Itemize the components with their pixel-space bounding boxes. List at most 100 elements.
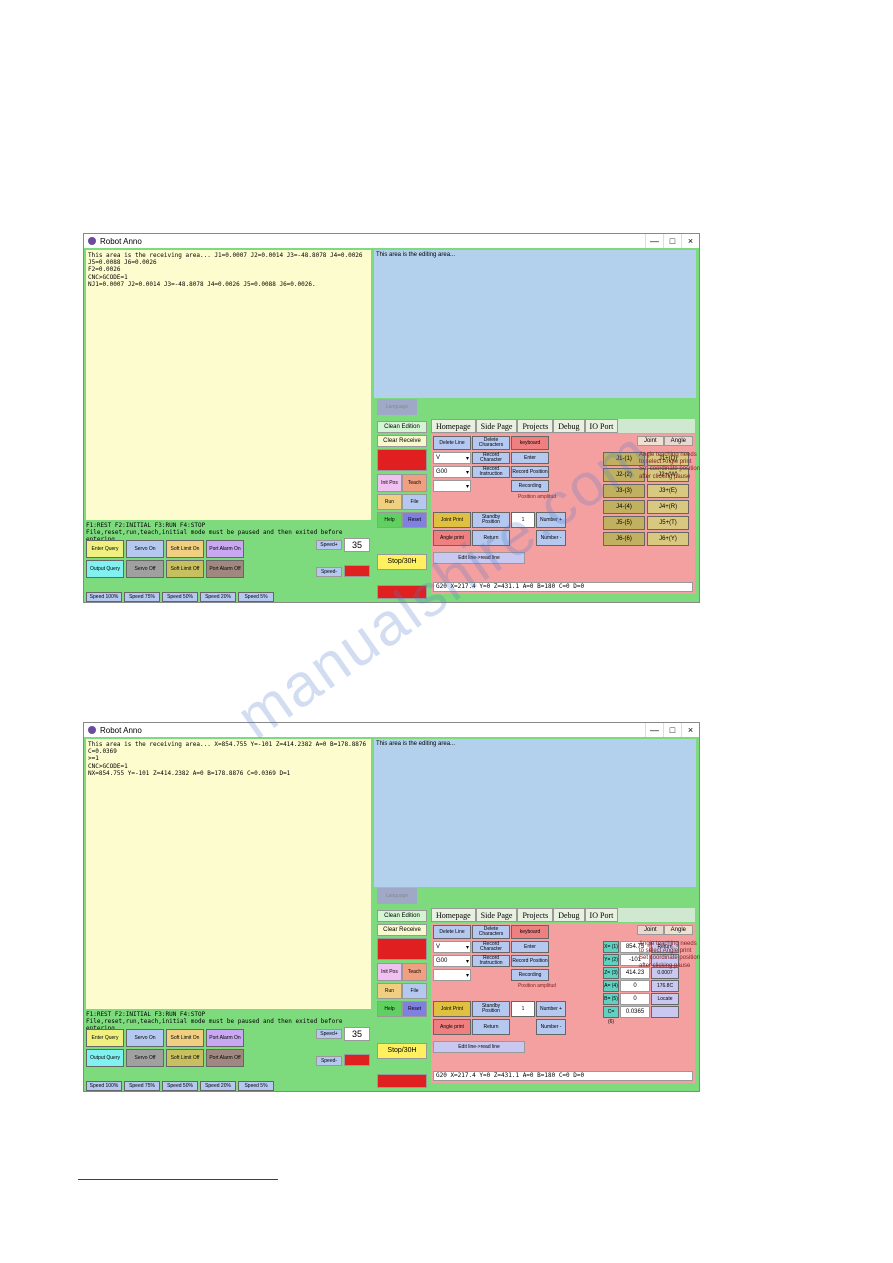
button-2[interactable]: Soft Limit Off [166, 1049, 204, 1067]
speed-red-button[interactable] [344, 565, 370, 577]
help-button[interactable]: Help [377, 512, 402, 528]
tab-homepage[interactable]: Homepage [431, 419, 476, 433]
button-0[interactable]: Output Query [86, 560, 124, 578]
init-pos-button[interactable]: Init Pos [377, 963, 402, 981]
button-2[interactable]: Soft Limit Off [166, 560, 204, 578]
button-3[interactable]: Speed 20% [200, 592, 236, 602]
red-button[interactable] [377, 1074, 427, 1088]
close-button[interactable]: × [681, 234, 699, 248]
stop-button[interactable]: Stop/30H [377, 1043, 427, 1059]
run-button[interactable]: Run [377, 494, 402, 510]
angle-print-button[interactable]: Angle print [433, 530, 471, 546]
joint-button[interactable]: J3-(3) [603, 484, 645, 498]
joint-button[interactable]: J6-(6) [603, 532, 645, 546]
subtab-joint[interactable]: Joint [637, 436, 664, 446]
standby-pos-button[interactable]: Standby Position [472, 1001, 510, 1017]
return-button[interactable]: Return [472, 1019, 510, 1035]
number-minus-button[interactable]: Number - [536, 1019, 566, 1035]
button-0[interactable]: Enter Query [86, 540, 124, 558]
button-2[interactable]: Soft Limit On [166, 1029, 204, 1047]
button-1[interactable]: Servo Off [126, 560, 164, 578]
keyboard-button[interactable]: keyboard [511, 925, 549, 939]
tab-io-port[interactable]: IO Port [585, 419, 619, 433]
standby-pos-button[interactable]: Standby Position [472, 512, 510, 528]
clear-receive-button[interactable]: Clear Receive [377, 435, 427, 447]
reset-button[interactable]: Reset [402, 512, 427, 528]
angle-print-button[interactable]: Angle print [433, 1019, 471, 1035]
button-0[interactable]: Speed 100% [86, 592, 122, 602]
record-pos-button[interactable]: Record Position [511, 955, 549, 967]
axis-value[interactable]: 0.0365 [620, 1006, 650, 1018]
language-button[interactable]: Language [377, 888, 417, 904]
button-0[interactable]: Output Query [86, 1049, 124, 1067]
joint-print-button[interactable]: Joint Print [433, 1001, 471, 1017]
joint-button[interactable]: J5+(T) [647, 516, 689, 530]
button-3[interactable]: Port Alarm Off [206, 560, 244, 578]
recording-button[interactable]: Recording [511, 969, 549, 981]
help-button[interactable]: Help [377, 1001, 402, 1017]
minimize-button[interactable]: — [645, 234, 663, 248]
tab-projects[interactable]: Projects [517, 419, 553, 433]
joint-button[interactable]: J3+(E) [647, 484, 689, 498]
button-1[interactable]: Speed 75% [124, 1081, 160, 1091]
delete-line-button[interactable]: Delete Line [433, 925, 471, 939]
joint-button[interactable]: J6+(Y) [647, 532, 689, 546]
record-char-button[interactable]: Record Character [472, 941, 510, 953]
button-1[interactable]: Servo On [126, 1029, 164, 1047]
pos-val[interactable]: 1 [511, 1001, 535, 1017]
joint-button[interactable]: J4+(R) [647, 500, 689, 514]
reset-button[interactable]: Reset [402, 1001, 427, 1017]
tab-debug[interactable]: Debug [553, 908, 584, 922]
button-4[interactable]: Speed 5% [238, 592, 274, 602]
g-select[interactable]: G00▾ [433, 466, 471, 478]
record-pos-button[interactable]: Record Position [511, 466, 549, 478]
number-plus-button[interactable]: Number + [536, 1001, 566, 1017]
init-pos-button[interactable]: Init Pos [377, 474, 402, 492]
number-minus-button[interactable]: Number - [536, 530, 566, 546]
button-3[interactable]: Port Alarm Off [206, 1049, 244, 1067]
blank-select[interactable]: ▾ [433, 969, 471, 981]
record-instr-button[interactable]: Record Instruction [472, 466, 510, 478]
clear-receive-button[interactable]: Clear Receive [377, 924, 427, 936]
tab-io-port[interactable]: IO Port [585, 908, 619, 922]
enter-button[interactable]: Enter [511, 452, 549, 464]
tab-projects[interactable]: Projects [517, 908, 553, 922]
v-select[interactable]: V▾ [433, 452, 471, 464]
button-2[interactable]: Speed 50% [162, 592, 198, 602]
axis-button[interactable]: Locate [651, 993, 679, 1005]
delete-chars-button[interactable]: Delete Characters [472, 925, 510, 939]
button-2[interactable]: Speed 50% [162, 1081, 198, 1091]
tab-homepage[interactable]: Homepage [431, 908, 476, 922]
speed-minus-button[interactable]: Speed- [316, 567, 342, 577]
return-button[interactable]: Return [472, 530, 510, 546]
maximize-button[interactable]: □ [663, 234, 681, 248]
number-plus-button[interactable]: Number + [536, 512, 566, 528]
button-2[interactable]: Soft Limit On [166, 540, 204, 558]
tab-side-page[interactable]: Side Page [476, 908, 518, 922]
keyboard-button[interactable]: keyboard [511, 436, 549, 450]
joint-button[interactable]: J4-(4) [603, 500, 645, 514]
joint-button[interactable]: J5-(5) [603, 516, 645, 530]
minimize-button[interactable]: — [645, 723, 663, 737]
delete-line-button[interactable]: Delete Line [433, 436, 471, 450]
button-3[interactable]: Port Alarm On [206, 1029, 244, 1047]
button-3[interactable]: Port Alarm On [206, 540, 244, 558]
clean-edition-button[interactable]: Clean Edition [377, 910, 427, 922]
enter-button[interactable]: Enter [511, 941, 549, 953]
connect-button[interactable] [377, 938, 427, 960]
recording-button[interactable]: Recording [511, 480, 549, 492]
clean-edition-button[interactable]: Clean Edition [377, 421, 427, 433]
record-char-button[interactable]: Record Character [472, 452, 510, 464]
run-button[interactable]: Run [377, 983, 402, 999]
edit-area[interactable]: This area is the editing area... [374, 739, 696, 887]
blank-select[interactable]: ▾ [433, 480, 471, 492]
joint-print-button[interactable]: Joint Print [433, 512, 471, 528]
edit-line-button[interactable]: Edit line->read line [433, 1041, 525, 1053]
tab-side-page[interactable]: Side Page [476, 419, 518, 433]
stop-button[interactable]: Stop/30H [377, 554, 427, 570]
axis-button[interactable] [651, 1006, 679, 1018]
record-instr-button[interactable]: Record Instruction [472, 955, 510, 967]
button-1[interactable]: Servo Off [126, 1049, 164, 1067]
delete-chars-button[interactable]: Delete Characters [472, 436, 510, 450]
button-4[interactable]: Speed 5% [238, 1081, 274, 1091]
